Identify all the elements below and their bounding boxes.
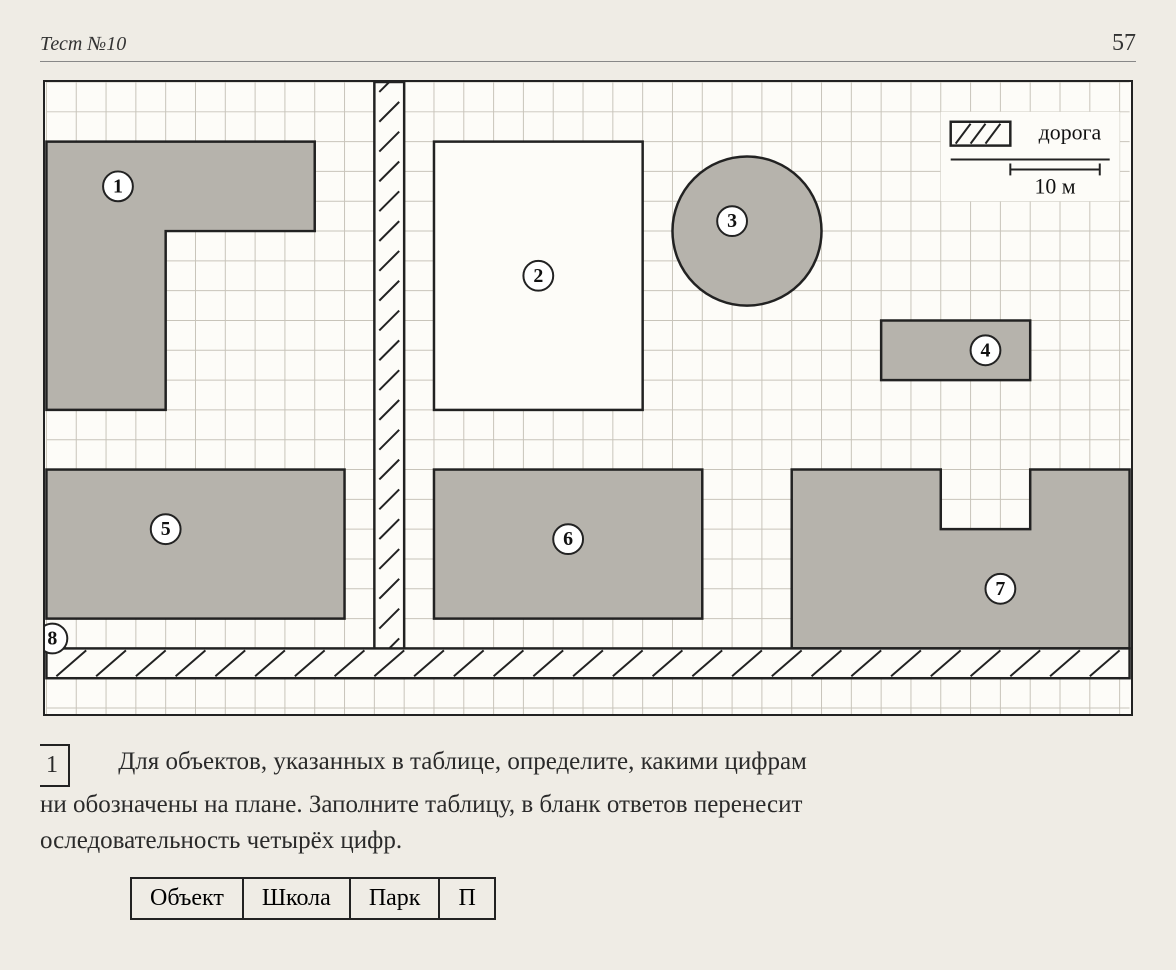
horizontal-road xyxy=(46,648,1129,678)
building-1 xyxy=(46,142,314,410)
task-number: 1 xyxy=(40,744,70,787)
label-7: 7 xyxy=(995,578,1005,600)
vertical-road xyxy=(374,82,404,678)
label-3: 3 xyxy=(727,210,737,232)
answer-table: Объект Школа Парк П xyxy=(130,877,496,920)
page-header: Тест №10 57 xyxy=(40,30,1136,62)
legend-road-label: дорога xyxy=(1039,121,1102,145)
legend-scale-label: 10 м xyxy=(1034,174,1075,198)
task-text: 1 Для объектов, указанных в таблице, опр… xyxy=(40,744,1136,877)
label-5: 5 xyxy=(161,518,171,540)
task-line2: ни обозначены на плане. Заполните таблиц… xyxy=(40,791,802,818)
test-label: Тест №10 xyxy=(40,33,126,56)
table-col-object: Объект xyxy=(131,878,243,919)
task-line1: Для объектов, указанных в таблице, опред… xyxy=(118,748,807,775)
label-6: 6 xyxy=(563,528,573,550)
building-4 xyxy=(881,320,1030,380)
table-col-4: П xyxy=(439,878,494,919)
page-number: 57 xyxy=(1112,30,1136,57)
table-col-school: Школа xyxy=(243,878,350,919)
building-3 xyxy=(672,157,821,306)
legend: дорога 10 м xyxy=(941,112,1120,201)
task-line3: оследовательность четырёх цифр. xyxy=(40,827,402,854)
label-4: 4 xyxy=(981,339,991,361)
building-7 xyxy=(792,470,1130,649)
label-8: 8 xyxy=(47,627,57,649)
map-plan: 1 2 3 4 5 6 7 xyxy=(43,80,1133,716)
building-5 xyxy=(46,470,344,619)
label-2: 2 xyxy=(533,265,543,287)
plan-svg: 1 2 3 4 5 6 7 xyxy=(45,82,1131,714)
label-1: 1 xyxy=(113,175,123,197)
table-col-park: Парк xyxy=(350,878,440,919)
